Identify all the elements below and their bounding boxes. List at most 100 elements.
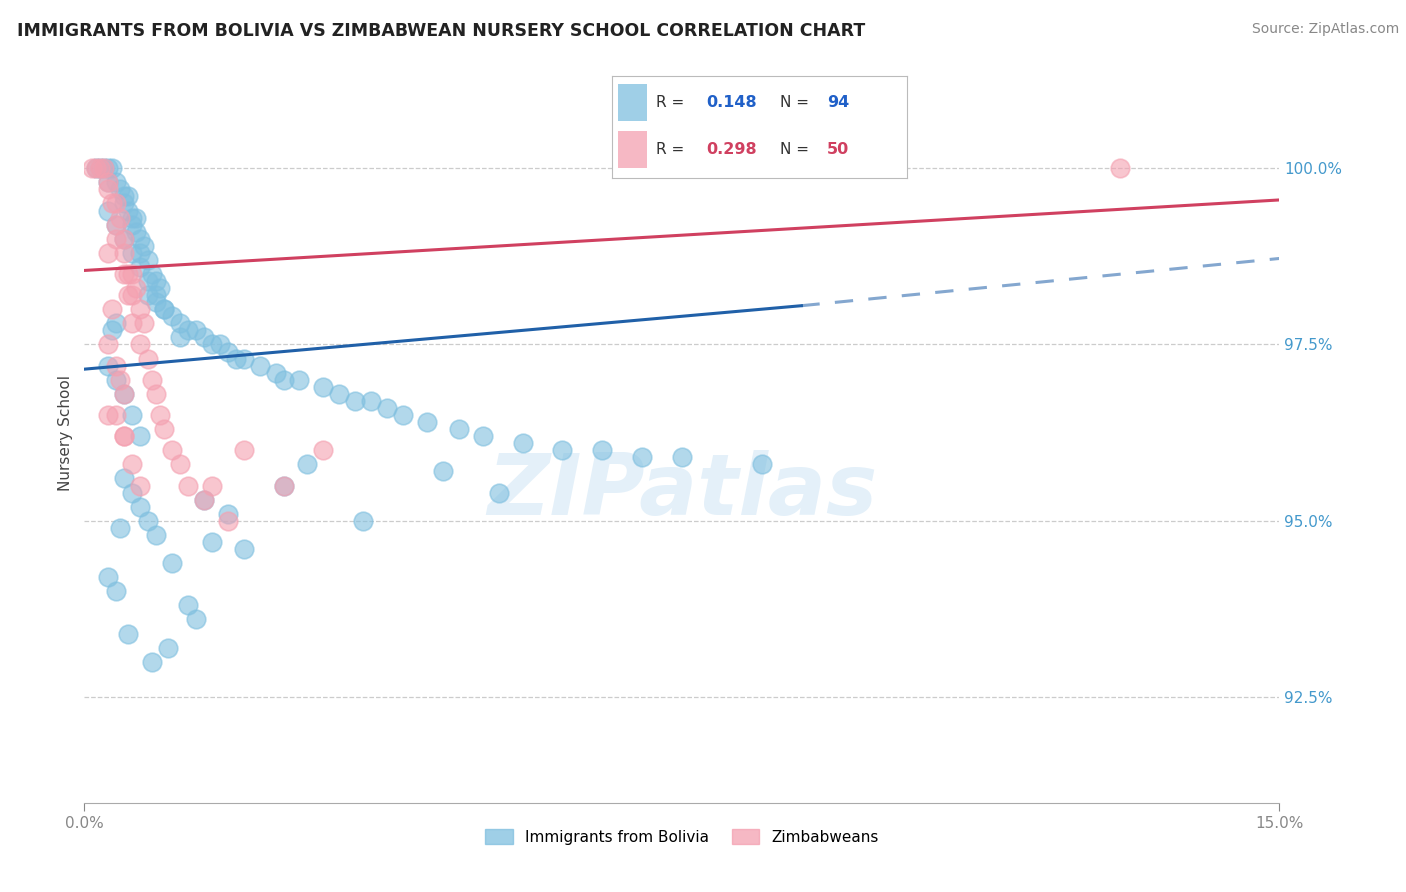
Point bbox=[97, 245, 120, 260]
Point bbox=[125, 211, 148, 225]
Point bbox=[169, 330, 191, 344]
Point bbox=[149, 281, 172, 295]
Point bbox=[105, 196, 128, 211]
Point bbox=[360, 393, 382, 408]
Point bbox=[129, 500, 152, 514]
Point bbox=[129, 302, 152, 317]
Point bbox=[101, 323, 124, 337]
Point bbox=[125, 281, 148, 295]
Text: N =: N = bbox=[780, 142, 814, 157]
Text: R =: R = bbox=[655, 95, 689, 110]
Point bbox=[112, 196, 135, 211]
Point bbox=[97, 359, 120, 373]
Text: 50: 50 bbox=[827, 142, 849, 157]
Point bbox=[232, 443, 254, 458]
Point bbox=[352, 514, 374, 528]
Point bbox=[193, 492, 215, 507]
Point bbox=[121, 288, 143, 302]
Point bbox=[101, 161, 124, 176]
Point bbox=[86, 161, 108, 176]
Point bbox=[86, 161, 108, 176]
Point bbox=[184, 612, 207, 626]
Point bbox=[447, 422, 470, 436]
Point bbox=[160, 310, 183, 324]
Point bbox=[153, 302, 176, 317]
Point bbox=[125, 225, 148, 239]
Point bbox=[129, 429, 152, 443]
Point bbox=[136, 274, 159, 288]
Point bbox=[232, 351, 254, 366]
Point bbox=[105, 359, 128, 373]
Point bbox=[145, 288, 167, 302]
Point bbox=[129, 478, 152, 492]
Point bbox=[392, 408, 415, 422]
Point bbox=[97, 161, 120, 176]
Point bbox=[97, 175, 120, 189]
Point bbox=[117, 203, 139, 218]
Text: 0.148: 0.148 bbox=[706, 95, 756, 110]
Point bbox=[105, 584, 128, 599]
Point bbox=[101, 196, 124, 211]
Point bbox=[112, 245, 135, 260]
Point bbox=[145, 387, 167, 401]
Text: Source: ZipAtlas.com: Source: ZipAtlas.com bbox=[1251, 22, 1399, 37]
Point bbox=[82, 161, 104, 176]
Point bbox=[193, 492, 215, 507]
Point bbox=[471, 429, 494, 443]
Point bbox=[145, 274, 167, 288]
Point bbox=[591, 443, 613, 458]
Point bbox=[201, 478, 224, 492]
Point bbox=[105, 316, 128, 330]
Bar bbox=[617, 131, 647, 168]
Point bbox=[117, 288, 139, 302]
Point bbox=[184, 323, 207, 337]
Point bbox=[177, 323, 200, 337]
Point bbox=[375, 401, 398, 415]
Point bbox=[217, 514, 239, 528]
Point bbox=[112, 189, 135, 203]
Point bbox=[117, 267, 139, 281]
Point bbox=[225, 351, 247, 366]
Text: 0.298: 0.298 bbox=[706, 142, 756, 157]
Point bbox=[112, 387, 135, 401]
Point bbox=[488, 485, 510, 500]
Point bbox=[551, 443, 574, 458]
Point bbox=[328, 387, 350, 401]
Point bbox=[93, 161, 115, 176]
Point bbox=[193, 330, 215, 344]
Point bbox=[129, 232, 152, 246]
Point bbox=[177, 478, 200, 492]
Point bbox=[105, 408, 128, 422]
Point bbox=[129, 337, 152, 351]
Point bbox=[249, 359, 271, 373]
Point bbox=[631, 450, 654, 465]
Point bbox=[141, 655, 163, 669]
Point bbox=[149, 408, 172, 422]
Point bbox=[112, 267, 135, 281]
Text: ZIPatlas: ZIPatlas bbox=[486, 450, 877, 533]
Text: N =: N = bbox=[780, 95, 814, 110]
Point bbox=[751, 458, 773, 472]
Point bbox=[121, 485, 143, 500]
Point bbox=[121, 316, 143, 330]
Point bbox=[105, 218, 128, 232]
Point bbox=[153, 422, 176, 436]
Text: IMMIGRANTS FROM BOLIVIA VS ZIMBABWEAN NURSERY SCHOOL CORRELATION CHART: IMMIGRANTS FROM BOLIVIA VS ZIMBABWEAN NU… bbox=[17, 22, 865, 40]
Point bbox=[121, 245, 143, 260]
Point bbox=[208, 337, 231, 351]
Point bbox=[110, 211, 132, 225]
Point bbox=[105, 232, 128, 246]
Point bbox=[101, 302, 124, 317]
Point bbox=[297, 458, 319, 472]
Point bbox=[97, 570, 120, 584]
Point bbox=[153, 302, 176, 317]
Point bbox=[121, 218, 143, 232]
Point bbox=[112, 429, 135, 443]
Point bbox=[97, 203, 120, 218]
Point bbox=[121, 458, 143, 472]
Point bbox=[273, 478, 295, 492]
Point bbox=[117, 189, 139, 203]
Point bbox=[110, 182, 132, 196]
Point bbox=[1109, 161, 1132, 176]
Point bbox=[136, 514, 159, 528]
